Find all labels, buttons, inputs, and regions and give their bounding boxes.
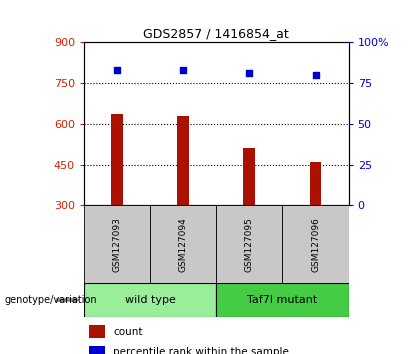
Bar [177,116,189,205]
Point [246,70,253,75]
Text: GSM127093: GSM127093 [113,217,121,272]
Text: count: count [113,327,143,337]
Point [180,67,186,73]
Bar [111,114,123,205]
Text: GSM127096: GSM127096 [311,217,320,272]
Bar [150,205,216,283]
Text: genotype/variation: genotype/variation [4,295,97,305]
Bar [310,162,321,205]
Text: Taf7l mutant: Taf7l mutant [247,295,318,305]
Text: wild type: wild type [125,295,176,305]
Text: GSM127095: GSM127095 [245,217,254,272]
Bar [89,325,105,338]
Bar [282,205,349,283]
Point [114,67,121,73]
Text: GSM127094: GSM127094 [179,217,188,272]
Bar [84,205,150,283]
Point [312,72,319,78]
Bar [216,205,282,283]
Bar [244,148,255,205]
Text: percentile rank within the sample: percentile rank within the sample [113,347,289,354]
Bar [89,346,105,354]
Bar [84,283,216,317]
Bar [216,283,349,317]
Title: GDS2857 / 1416854_at: GDS2857 / 1416854_at [143,27,289,40]
